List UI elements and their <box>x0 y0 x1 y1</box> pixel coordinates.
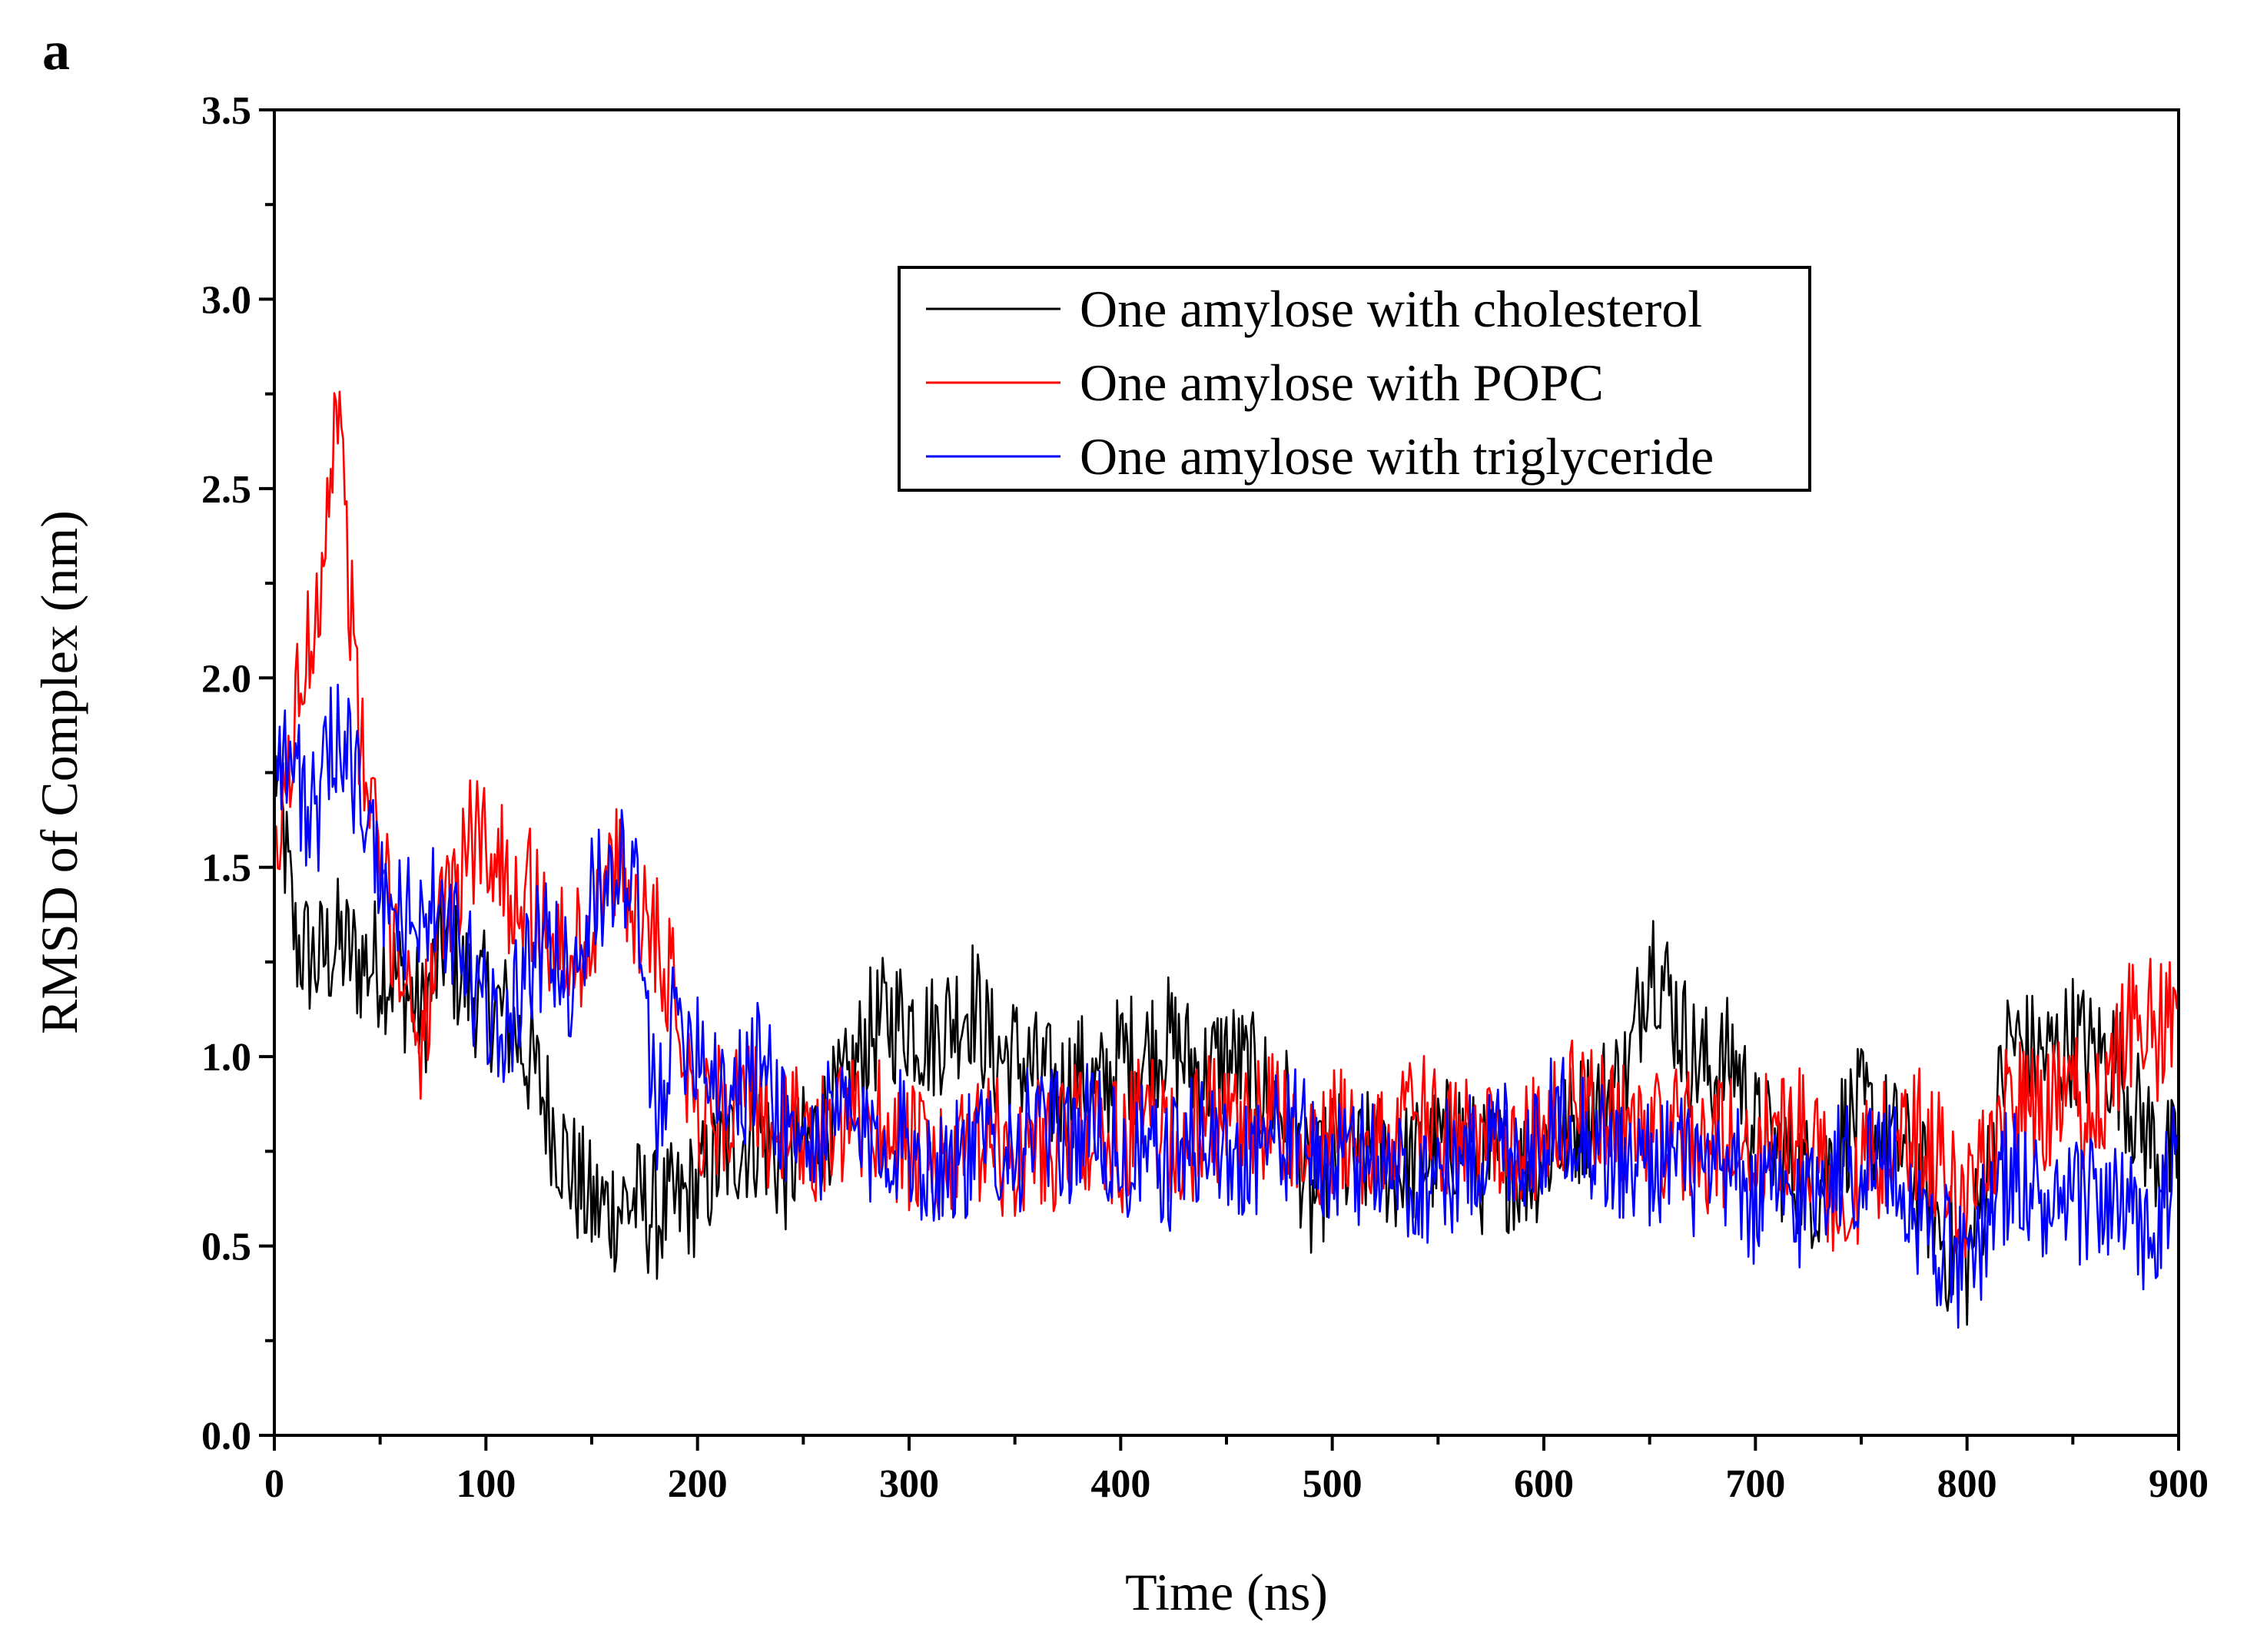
y-tick-label: 3.5 <box>201 89 251 133</box>
x-axis: 0 100 200 300 400 500 600 700 800 900 <box>264 1435 2209 1506</box>
y-tick-label: 0.0 <box>201 1415 251 1458</box>
y-tick-label: 3.0 <box>201 278 251 322</box>
x-tick-label: 900 <box>2149 1462 2209 1506</box>
legend: One amylose with cholesterol One amylose … <box>898 266 1811 492</box>
x-tick-label: 200 <box>668 1462 728 1506</box>
x-axis-title: Time (ns) <box>1125 1563 1328 1621</box>
x-tick-label: 400 <box>1090 1462 1150 1506</box>
y-tick-label: 0.5 <box>201 1226 251 1269</box>
x-tick-label: 100 <box>456 1462 516 1506</box>
series-layer <box>273 390 2180 1329</box>
series-line-1 <box>273 732 2180 1326</box>
x-tick-label: 500 <box>1303 1462 1362 1506</box>
y-axis-title: RMSD of Complex (nm) <box>30 510 88 1034</box>
y-tick-label: 2.5 <box>201 468 251 512</box>
x-tick-label: 600 <box>1514 1462 1574 1506</box>
y-tick-label: 1.0 <box>201 1036 251 1080</box>
x-tick-label: 700 <box>1725 1462 1785 1506</box>
y-tick-label: 1.5 <box>201 847 251 891</box>
x-tick-label: 0 <box>264 1462 284 1506</box>
y-axis: 0.0 0.5 1.0 1.5 2.0 2.5 3.0 3.5 <box>201 89 274 1458</box>
legend-label-2: One amylose with POPC <box>1080 353 1604 412</box>
legend-items: One amylose with cholesterol One amylose … <box>926 280 1714 486</box>
series-line-3 <box>273 683 2180 1329</box>
x-tick-label: 300 <box>879 1462 939 1506</box>
x-tick-label: 800 <box>1937 1462 1997 1506</box>
plot-area: 0 100 200 300 400 500 600 700 800 900 0.0 0.5 1.0 1.… <box>201 89 2209 1506</box>
legend-label-3: One amylose with triglyceride <box>1080 427 1714 486</box>
legend-box <box>898 266 1811 492</box>
legend-label-1: One amylose with cholesterol <box>1080 280 1702 338</box>
panel-label: a <box>42 20 70 81</box>
y-tick-label: 2.0 <box>201 657 251 701</box>
